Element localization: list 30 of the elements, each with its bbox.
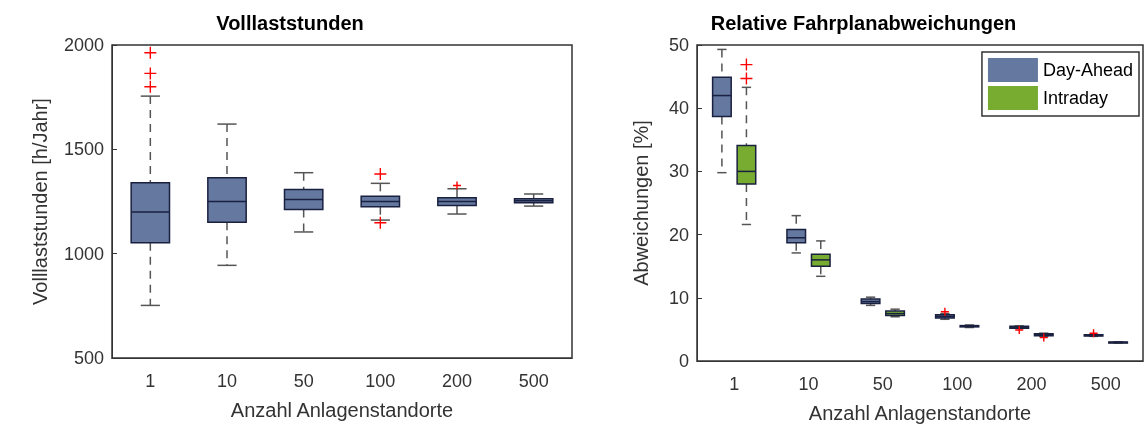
y-tick-label: 50 bbox=[668, 35, 689, 55]
x-tick-label: 10 bbox=[798, 374, 819, 394]
x-axis-title: Anzahl Anlagenstandorte bbox=[808, 402, 1032, 424]
x-tick-label: 50 bbox=[293, 371, 314, 391]
legend-label: Intraday bbox=[1042, 88, 1108, 108]
y-tick-label: 0 bbox=[678, 351, 689, 371]
x-tick-label: 500 bbox=[1090, 374, 1121, 394]
chart-title: Relative Fahrplanabweichungen bbox=[710, 12, 1017, 34]
y-tick-label: 40 bbox=[668, 98, 689, 119]
y-tick-label: 30 bbox=[668, 161, 689, 182]
y-axis-title: Abweichungen [%] bbox=[630, 120, 652, 286]
y-tick-label: 2000 bbox=[63, 35, 104, 55]
y-tick-label: 10 bbox=[668, 287, 689, 308]
y-tick-label: 1500 bbox=[63, 139, 104, 160]
y-tick-label: 20 bbox=[668, 224, 689, 245]
x-tick-label: 100 bbox=[942, 374, 973, 394]
x-tick-label: 200 bbox=[1016, 374, 1047, 394]
chart-title: Volllaststunden bbox=[216, 12, 364, 34]
x-tick-label: 200 bbox=[441, 371, 473, 391]
legend-label: Day-Ahead bbox=[1042, 60, 1134, 80]
y-tick-label: 500 bbox=[73, 348, 104, 368]
x-tick-label: 10 bbox=[216, 371, 238, 391]
x-tick-label: 1 bbox=[729, 374, 740, 394]
x-tick-label: 1 bbox=[145, 371, 156, 391]
x-axis-title: Anzahl Anlagenstandorte bbox=[230, 399, 454, 421]
x-tick-label: 100 bbox=[365, 371, 396, 391]
y-axis-title: Volllaststunden [h/Jahr] bbox=[29, 98, 51, 305]
y-tick-label: 1000 bbox=[63, 243, 104, 264]
x-tick-label: 50 bbox=[872, 374, 893, 394]
x-tick-label: 500 bbox=[518, 371, 549, 391]
